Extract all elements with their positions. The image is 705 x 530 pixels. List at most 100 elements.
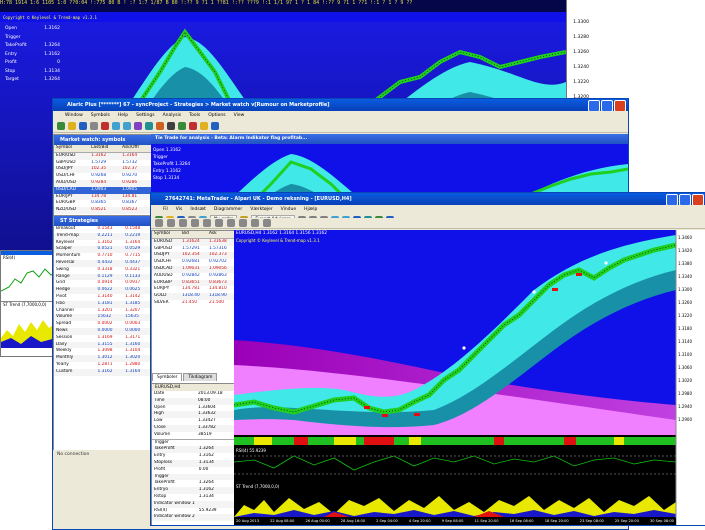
table-row[interactable]: Momentum 0.7710 0.7715 (56, 253, 141, 259)
zoom-in-icon[interactable] (112, 122, 120, 130)
table-row[interactable]: USDJPY 102.354 102.373 (152, 252, 234, 260)
table-row[interactable]: Weekly 1.3098 1.3104 (56, 348, 141, 354)
table-row: Date 2013.09.18 (154, 391, 223, 396)
text-icon[interactable] (239, 219, 247, 227)
table-row[interactable]: Custom 1.3162 1.3164 (54, 368, 151, 376)
back-indicator-panels: RSI(4) ST Trend (7,7000,0,0) (0, 250, 57, 357)
menu-item[interactable]: Vindue (280, 207, 297, 212)
table-row[interactable]: Volume 15632 15635 (54, 314, 151, 322)
table-row[interactable]: Scalper 0.0521 0.0529 (54, 246, 151, 254)
middle-title-bar[interactable]: Alaric Plus [*******] 67 - syncProject -… (53, 99, 628, 111)
table-row: Volume 38519 (154, 431, 212, 437)
table-row[interactable]: Yearly 1.2871 1.2880 (56, 361, 141, 367)
menu-item[interactable]: Symbols (90, 113, 110, 118)
trend-blue (234, 510, 676, 517)
front-market-watch-table: Symbol Bid Ask EURUSD 1.31624 1.31638 GBPUSD… (152, 231, 234, 307)
table-row[interactable]: NZD/USD 0.8521 0.8523 (54, 207, 151, 214)
table-row[interactable]: Range 0.1129 0.1133 (54, 273, 151, 281)
indicator-values-table: Trigger TakeProfit 1.3264 Entry 1.3162 Sto… (152, 438, 234, 522)
table-row[interactable]: Reversal 0.4432 0.4437 (54, 259, 151, 267)
front-chart-area[interactable]: EURUSD,H4 1.3162 1.3164 1.3156 1.3162 Co… (233, 230, 705, 525)
menu-item[interactable]: Window (65, 113, 83, 118)
table-row[interactable]: EURGBP 0.83651 0.83673 (152, 279, 234, 287)
horizontal-line-icon[interactable] (191, 219, 199, 227)
menu-item[interactable]: Settings (136, 113, 155, 118)
table-row[interactable]: AUD/USD 0.9284 0.9286 (54, 179, 151, 187)
menu-item[interactable]: Vis (175, 207, 183, 212)
table-row[interactable]: Channel 1.3201 1.3207 (56, 307, 141, 313)
table-row[interactable]: USD/CAD 1.0903 1.0905 (54, 186, 151, 194)
trendline-icon[interactable] (203, 219, 211, 227)
channel-icon[interactable] (215, 219, 223, 227)
table-row[interactable]: Hedge 0.0622 0.0625 (54, 287, 151, 294)
table-row[interactable]: USD/CHF 0.9268 0.9270 (56, 173, 138, 179)
table-row[interactable]: USD/JPY 102.35 102.37 (54, 166, 151, 174)
front-title-bar[interactable]: 27642741: MetaTrader - Alpari UK - Demo … (151, 193, 705, 205)
tab-symbols[interactable]: Symboler (152, 373, 183, 381)
front-chart-header: EURUSD,H4 1.3162 1.3164 1.3156 1.3162 (236, 231, 327, 236)
signal-dot (532, 290, 536, 294)
table-row[interactable]: Fibo 1.3181 1.3185 (54, 300, 151, 308)
table-row[interactable]: EUR/GBP 0.8365 0.8367 (56, 200, 138, 206)
table-row[interactable]: Session 1.3169 1.3171 (56, 334, 141, 340)
table-row[interactable]: GOLD 1318.40 1318.90 (152, 293, 234, 300)
stop-icon[interactable] (189, 122, 197, 130)
table-row[interactable]: Keylevel 1.3162 1.3164 (56, 239, 141, 245)
table-row[interactable]: USDCHF 0.92681 0.92702 (154, 259, 227, 265)
menu-item[interactable]: View (233, 113, 245, 118)
middle-chart-title[interactable]: Tie Trade for analysis - Beta: Alarm Ind… (151, 134, 628, 144)
middle-window-controls (588, 100, 626, 112)
menu-item[interactable]: Værktøjer (250, 207, 273, 212)
zoom-out-icon[interactable] (123, 122, 131, 130)
table-row[interactable]: Pivot 1.3140 1.3142 (56, 293, 141, 299)
menu-item[interactable]: Tools (189, 113, 201, 118)
vertical-line-icon[interactable] (179, 219, 187, 227)
table-row[interactable]: Grid 0.0914 0.0917 (56, 280, 141, 286)
star-icon[interactable] (200, 122, 208, 130)
table-row[interactable]: Daily 1.3155 1.3160 (54, 341, 151, 349)
fibonacci-icon[interactable] (227, 219, 235, 227)
strategies-title: ST Strategies (54, 216, 151, 226)
table-row[interactable]: News 0.0000 0.0000 (54, 327, 151, 335)
menu-item[interactable]: Options (208, 113, 226, 118)
table-row[interactable]: Trend-map 0.2211 0.2219 (54, 232, 151, 240)
menu-item[interactable]: Diagrammer (213, 207, 243, 212)
label-icon[interactable] (251, 219, 259, 227)
print-icon[interactable] (90, 122, 98, 130)
table-row[interactable]: SILVER 21.450 21.500 (154, 299, 225, 305)
menu-item[interactable]: Hjælp (304, 207, 318, 212)
menu-item[interactable]: Analysis (162, 113, 182, 118)
menu-item[interactable]: Fil (163, 207, 168, 212)
table-row[interactable]: Spread 0.0002 0.0003 (56, 321, 141, 327)
table-row[interactable]: Swing 0.3318 0.3321 (56, 266, 141, 272)
chart-icon[interactable] (134, 122, 142, 130)
tab-tick-chart[interactable]: Tikdiagram (183, 373, 218, 381)
table-row[interactable]: EUR/JPY 134.78 134.81 (54, 193, 151, 201)
crosshair-icon[interactable] (167, 219, 175, 227)
table-row[interactable]: AUDUSD 0.92842 0.92863 (154, 272, 227, 278)
indicator-icon[interactable] (145, 122, 153, 130)
front-price-labels: 1.3460 1.3420 1.3380 1.3340 1.3300 1.326… (678, 235, 692, 422)
settings-icon[interactable] (167, 122, 175, 130)
table-row[interactable]: USDCAD 1.09031 1.09056 (152, 265, 234, 273)
refresh-icon[interactable] (211, 122, 219, 130)
front-metatrader-window[interactable]: 27642741: MetaTrader - Alpari UK - Demo … (150, 192, 705, 526)
arrow-icon[interactable] (263, 219, 271, 227)
menu-item[interactable]: Help (117, 113, 129, 118)
table-row[interactable]: GBPUSD 1.57291 1.57316 (154, 245, 227, 251)
new-icon[interactable] (57, 122, 65, 130)
save-icon[interactable] (79, 122, 87, 130)
table-row[interactable]: GBP/USD 1.5729 1.5732 (56, 159, 138, 165)
table-row[interactable]: EURUSD 1.31624 1.31638 (152, 238, 234, 246)
alert-icon[interactable] (156, 122, 164, 130)
list-item: Trigger (154, 439, 169, 445)
cursor-icon[interactable] (155, 219, 163, 227)
open-icon[interactable] (68, 122, 76, 130)
table-row[interactable]: EURJPY 134.781 134.810 (154, 286, 227, 292)
menu-item[interactable]: Indsæt (190, 207, 206, 212)
table-row[interactable]: EUR/USD 1.3162 1.3164 (54, 152, 151, 160)
table-row[interactable]: Monthly 1.3012 1.3020 (54, 355, 151, 362)
play-icon[interactable] (178, 122, 186, 130)
delete-icon[interactable] (101, 122, 109, 130)
table-row[interactable]: Breakout 0.1543 0.1548 (56, 226, 141, 231)
